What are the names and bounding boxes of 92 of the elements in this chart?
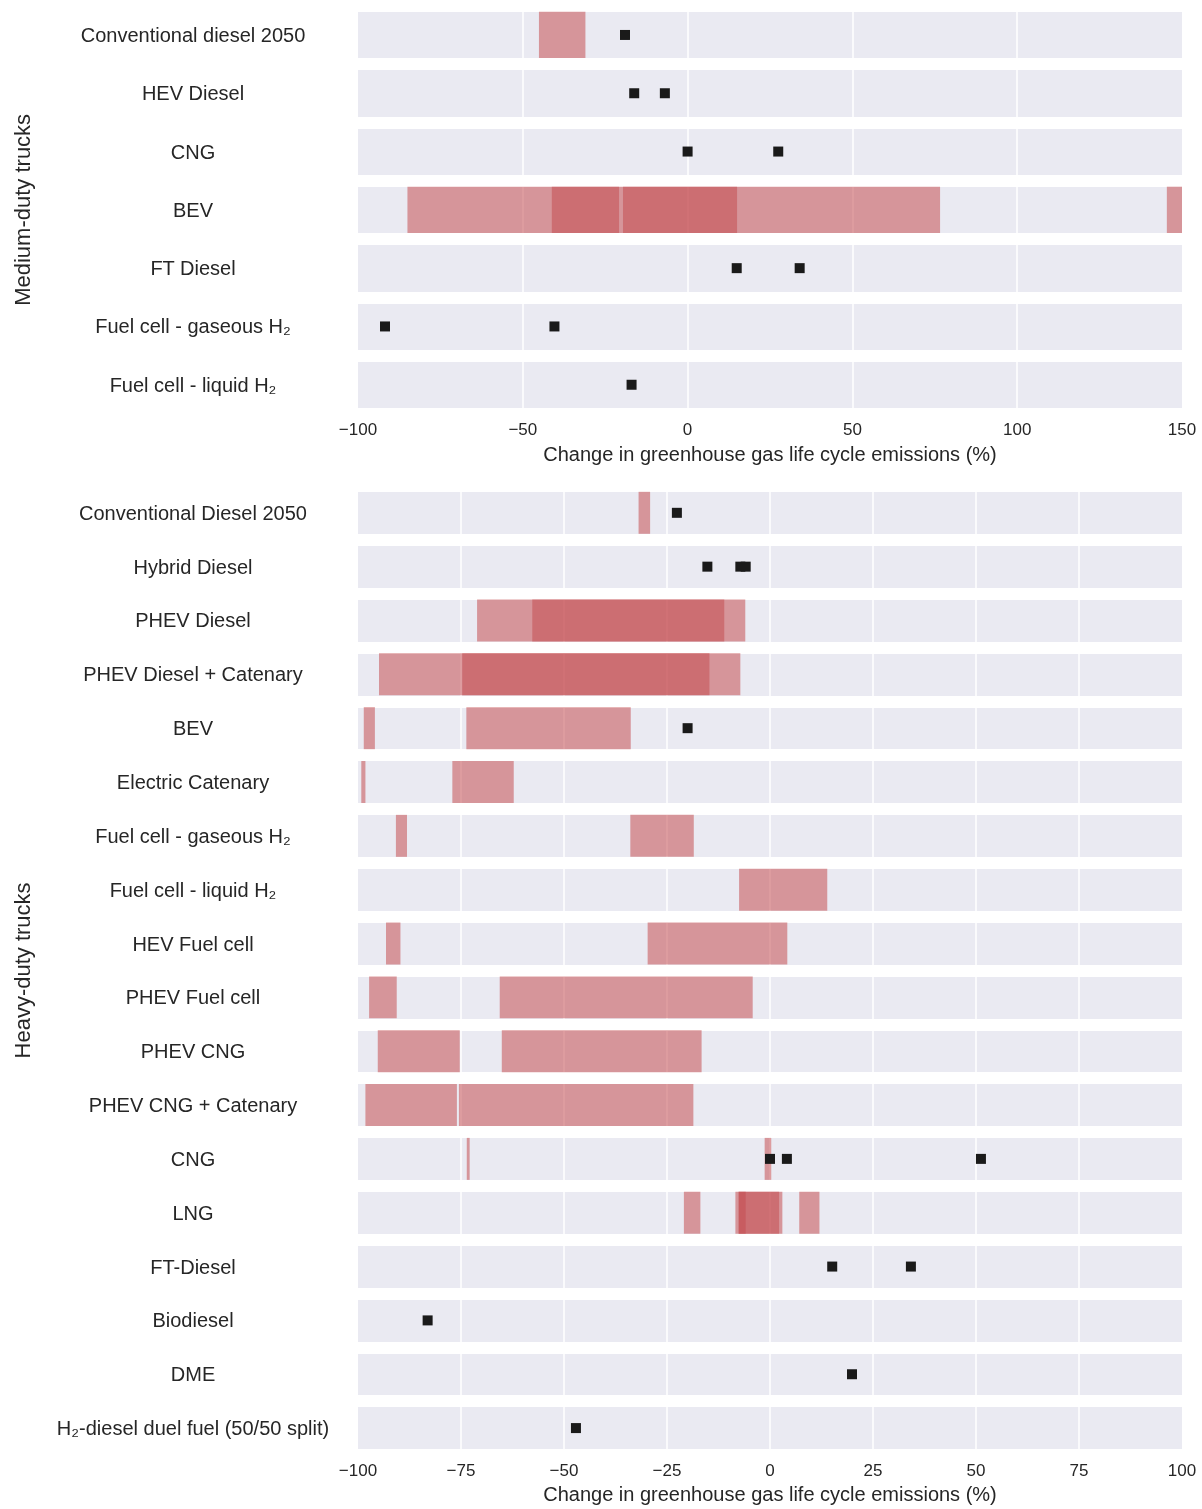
bar <box>532 599 725 642</box>
y-tick-label: HEV Diesel <box>141 82 245 105</box>
bar <box>369 976 397 1019</box>
bar <box>452 761 514 804</box>
point <box>773 146 784 157</box>
y-tick-label: BEV <box>172 198 214 221</box>
bar <box>683 1191 701 1234</box>
point <box>671 507 682 518</box>
x-axis-title: Change in greenhouse gas life cycle emissions (%) <box>543 442 997 465</box>
point <box>380 321 391 332</box>
x-tick-label: −100 <box>338 1461 378 1480</box>
bar <box>738 1191 746 1234</box>
bar <box>739 868 828 911</box>
y-tick-label: Fuel cell - liquid H₂ <box>109 373 277 396</box>
point <box>682 723 693 734</box>
bar <box>365 1084 457 1127</box>
point <box>619 29 630 40</box>
y-tick-label: Fuel cell - gaseous H₂ <box>95 824 291 847</box>
point <box>702 561 713 572</box>
bar <box>462 653 710 696</box>
bar <box>395 814 408 857</box>
point <box>794 263 805 274</box>
y-tick-label: CNG <box>170 140 216 163</box>
point <box>975 1153 986 1164</box>
y-tick-label: PHEV Diesel + Catenary <box>83 663 303 686</box>
y-tick-label: FT-Diesel <box>150 1255 236 1278</box>
x-tick-label: −100 <box>338 419 378 439</box>
point <box>629 88 640 99</box>
point <box>781 1153 792 1164</box>
x-tick-label: −50 <box>549 1461 579 1480</box>
bar <box>623 186 738 233</box>
bar <box>799 1191 820 1234</box>
bar <box>458 1084 694 1127</box>
y-tick-label: FT Diesel <box>150 257 236 280</box>
y-tick-label: Fuel cell - gaseous H₂ <box>95 315 291 338</box>
point <box>570 1423 581 1434</box>
bar <box>499 976 753 1019</box>
y-tick-label: Biodiesel <box>152 1309 234 1332</box>
bar <box>1166 186 1182 233</box>
y-tick-label: PHEV CNG + Catenary <box>88 1094 298 1117</box>
point <box>626 379 637 390</box>
point <box>765 1153 775 1164</box>
bar <box>501 1030 702 1073</box>
point <box>659 88 670 99</box>
y-tick-label: Electric Catenary <box>116 771 270 794</box>
point <box>549 321 560 332</box>
y-axis-title: Medium-duty trucks <box>9 113 35 306</box>
x-tick-label: 0 <box>682 419 693 439</box>
bar <box>466 707 631 750</box>
x-tick-label: −50 <box>508 419 538 439</box>
x-tick-label: 0 <box>765 1461 775 1480</box>
x-tick-label: 150 <box>1167 419 1197 439</box>
y-tick-label: PHEV CNG <box>140 1040 246 1063</box>
y-axis-title: Heavy-duty trucks <box>9 882 35 1059</box>
bar <box>363 707 375 750</box>
x-tick-label: 75 <box>1069 1461 1089 1480</box>
bar <box>361 761 366 804</box>
x-tick-label: −25 <box>652 1461 682 1480</box>
bar <box>377 1030 460 1073</box>
y-tick-label: DME <box>170 1363 216 1386</box>
bar <box>386 922 401 965</box>
bar <box>630 814 694 857</box>
point <box>740 561 751 572</box>
bar <box>638 491 651 534</box>
bar <box>647 922 788 965</box>
x-tick-label: 100 <box>1003 419 1032 439</box>
y-tick-label: PHEV Fuel cell <box>125 986 261 1009</box>
x-tick-label: 100 <box>1167 1461 1197 1480</box>
x-tick-label: 50 <box>966 1461 986 1480</box>
y-tick-label: Conventional diesel 2050 <box>80 23 306 46</box>
x-tick-label: 50 <box>842 419 862 439</box>
y-tick-label: LNG <box>172 1201 214 1224</box>
bar <box>466 1137 470 1180</box>
y-tick-label: H₂-diesel duel fuel (50/50 split) <box>56 1417 330 1440</box>
y-tick-label: BEV <box>172 717 214 740</box>
x-tick-label: 25 <box>863 1461 883 1480</box>
x-tick-label: −75 <box>446 1461 476 1480</box>
point <box>682 146 693 157</box>
y-tick-label: Hybrid Diesel <box>133 555 253 578</box>
point <box>731 263 742 274</box>
bar <box>538 11 586 59</box>
y-tick-label: Fuel cell - liquid H₂ <box>109 878 277 901</box>
y-tick-label: PHEV Diesel <box>135 609 251 632</box>
y-tick-label: Conventional Diesel 2050 <box>79 501 307 524</box>
point <box>905 1261 916 1272</box>
y-tick-label: HEV Fuel cell <box>132 932 254 955</box>
y-tick-label: CNG <box>170 1147 216 1170</box>
point <box>827 1261 838 1272</box>
point <box>846 1369 857 1380</box>
x-axis-title: Change in greenhouse gas life cycle emissions (%) <box>543 1483 997 1505</box>
bar <box>551 186 620 233</box>
point <box>422 1315 433 1326</box>
